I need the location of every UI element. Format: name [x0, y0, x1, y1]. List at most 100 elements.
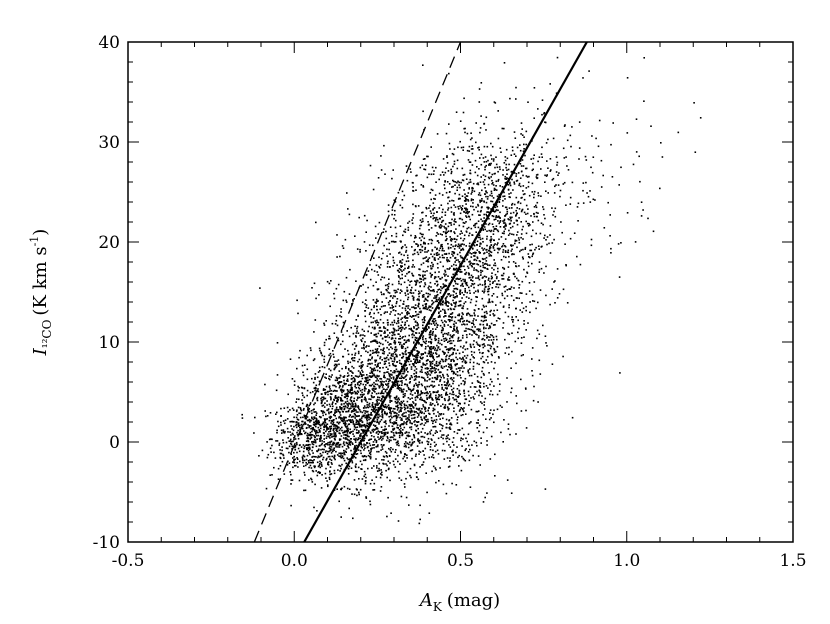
- data-point: [347, 353, 350, 356]
- data-point: [368, 389, 370, 391]
- data-point: [328, 403, 331, 406]
- data-point: [431, 261, 433, 264]
- data-point: [445, 227, 448, 230]
- data-point: [327, 450, 329, 453]
- data-point: [324, 397, 327, 400]
- data-point: [374, 225, 377, 228]
- data-point: [533, 281, 536, 283]
- data-point: [459, 291, 461, 293]
- data-point: [317, 431, 319, 434]
- data-point: [473, 314, 476, 316]
- data-point: [385, 230, 387, 233]
- data-point: [461, 407, 464, 410]
- data-point: [382, 409, 385, 411]
- data-point: [373, 257, 375, 259]
- data-point: [418, 299, 420, 302]
- data-point: [355, 319, 358, 321]
- data-point: [429, 335, 432, 338]
- data-point: [417, 352, 419, 354]
- data-point: [386, 329, 389, 331]
- data-point: [329, 428, 332, 431]
- data-point: [465, 207, 467, 210]
- data-point: [404, 275, 407, 277]
- data-point: [482, 262, 484, 264]
- data-point: [461, 337, 464, 339]
- data-point: [328, 337, 330, 340]
- data-point: [306, 437, 309, 440]
- data-point: [327, 461, 329, 464]
- data-point: [351, 387, 353, 389]
- data-point: [366, 442, 368, 444]
- data-point: [383, 396, 386, 399]
- data-point: [405, 437, 407, 440]
- data-point: [401, 391, 403, 393]
- data-point: [525, 275, 527, 278]
- data-point: [436, 218, 439, 221]
- data-point: [443, 397, 446, 400]
- data-point: [438, 299, 440, 301]
- data-point: [410, 329, 413, 331]
- data-point: [392, 259, 395, 262]
- data-point: [456, 235, 459, 237]
- data-point: [460, 367, 463, 369]
- data-point: [448, 357, 450, 360]
- data-point: [356, 439, 359, 441]
- data-point: [369, 453, 372, 456]
- data-point: [424, 348, 427, 350]
- data-point: [427, 249, 430, 252]
- data-point: [467, 372, 470, 374]
- data-point: [319, 430, 321, 432]
- data-point: [365, 416, 367, 419]
- data-point: [494, 166, 496, 169]
- data-point: [497, 270, 499, 273]
- data-point: [465, 334, 468, 336]
- data-point: [468, 242, 471, 245]
- data-point: [320, 352, 323, 355]
- data-point: [364, 315, 366, 318]
- data-point: [463, 402, 466, 404]
- data-point: [562, 288, 565, 291]
- data-point: [363, 445, 365, 447]
- data-point: [353, 426, 356, 428]
- data-point: [459, 186, 461, 189]
- data-point: [482, 361, 485, 363]
- data-point: [333, 292, 335, 295]
- data-point: [417, 313, 420, 316]
- data-point: [350, 420, 352, 422]
- data-point: [329, 405, 332, 408]
- data-point: [444, 279, 447, 281]
- data-point: [484, 283, 486, 286]
- data-point: [507, 184, 510, 186]
- data-point: [381, 398, 383, 400]
- data-point: [410, 408, 413, 410]
- data-point: [289, 431, 291, 433]
- data-point: [363, 343, 365, 346]
- data-point: [363, 443, 365, 446]
- data-point: [415, 421, 418, 423]
- data-point: [353, 410, 356, 412]
- data-point: [346, 394, 349, 396]
- data-point: [380, 431, 383, 433]
- data-point: [451, 218, 453, 221]
- data-point: [317, 422, 319, 424]
- data-point: [355, 391, 357, 394]
- data-point: [445, 338, 448, 341]
- data-point: [490, 353, 493, 355]
- data-point: [460, 271, 463, 273]
- data-point: [426, 251, 428, 253]
- data-point: [394, 348, 396, 351]
- data-point: [314, 441, 317, 443]
- data-point: [441, 171, 444, 173]
- data-point: [389, 357, 392, 359]
- data-point: [293, 425, 295, 428]
- data-point: [349, 361, 352, 364]
- data-point: [537, 212, 539, 214]
- data-point: [392, 371, 394, 374]
- data-point: [335, 315, 338, 317]
- data-point: [276, 429, 278, 432]
- data-point: [344, 396, 346, 399]
- data-point: [398, 428, 401, 431]
- data-point: [280, 407, 282, 410]
- data-point: [418, 311, 421, 313]
- data-point: [439, 227, 441, 229]
